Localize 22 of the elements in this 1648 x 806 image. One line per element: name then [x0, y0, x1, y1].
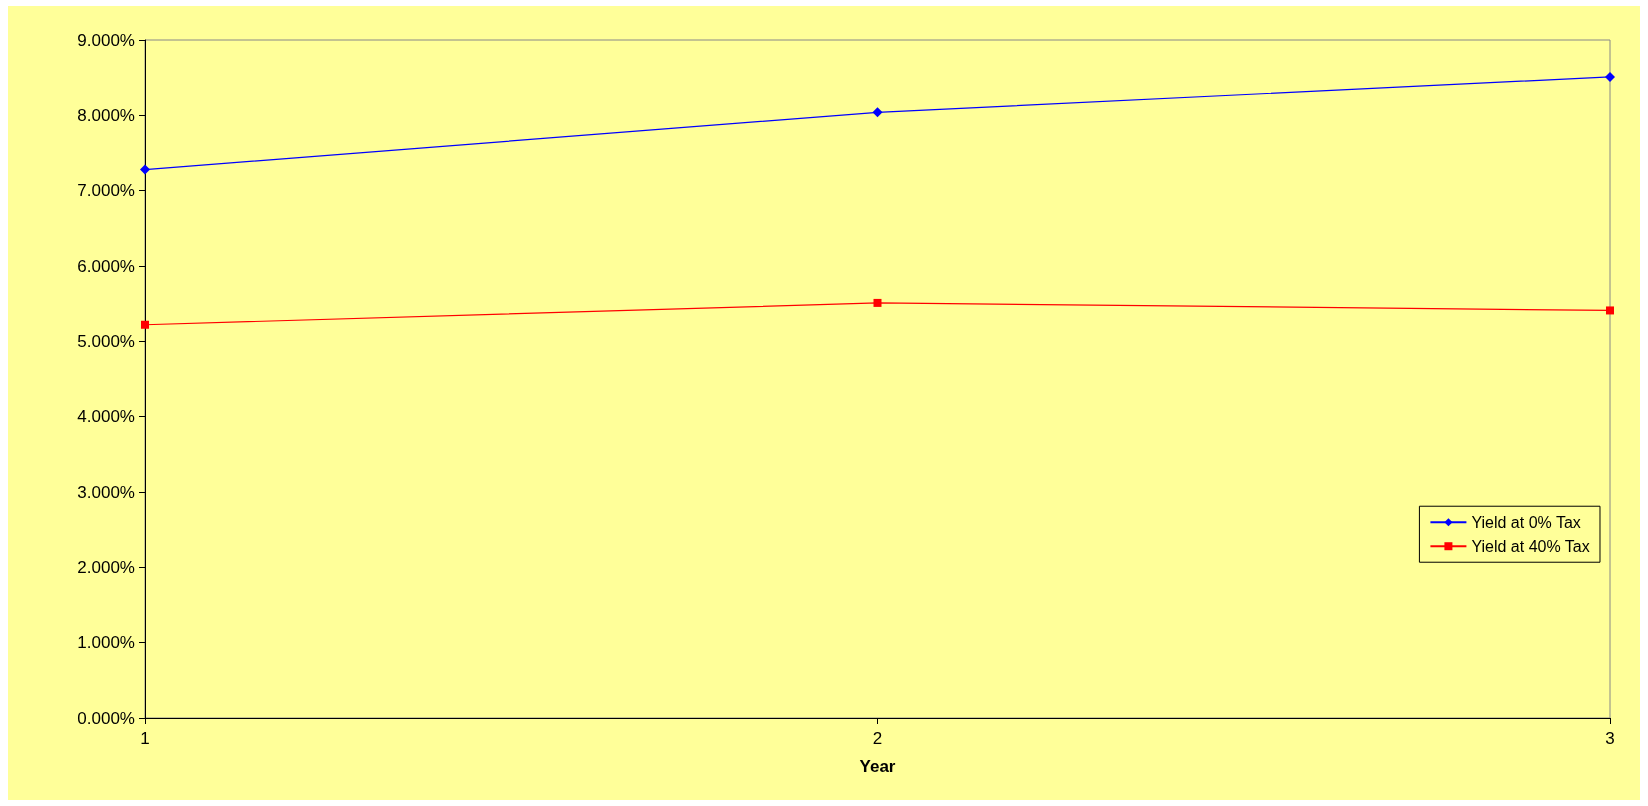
point: [1605, 71, 1615, 82]
y-tick-label: 9.000%: [77, 30, 135, 50]
point: [141, 320, 149, 329]
y-tick-label: 6.000%: [77, 256, 135, 276]
legend-label: Yield at 40% Tax: [1471, 537, 1590, 555]
y-tick-label: 0.000%: [77, 708, 135, 728]
x-axis-title: Year: [859, 757, 896, 776]
point: [140, 164, 150, 175]
y-tick-label: 7.000%: [77, 181, 135, 201]
point: [873, 298, 882, 307]
y-tick-label: 2.000%: [77, 557, 135, 577]
y-tick-label: 5.000%: [77, 331, 135, 351]
y-tick-label: 1.000%: [77, 633, 135, 653]
x-tick-label: 2: [872, 729, 883, 748]
point: [1606, 306, 1614, 315]
point: [872, 107, 883, 118]
legend-label: Yield at 0% Tax: [1471, 513, 1581, 531]
x-tick-label: 3: [1605, 729, 1615, 748]
y-tick-label: 3.000%: [77, 482, 135, 502]
y-tick-label: 8.000%: [77, 105, 135, 125]
x-tick-label: 1: [140, 729, 150, 748]
y-tick-label: 4.000%: [77, 407, 135, 427]
